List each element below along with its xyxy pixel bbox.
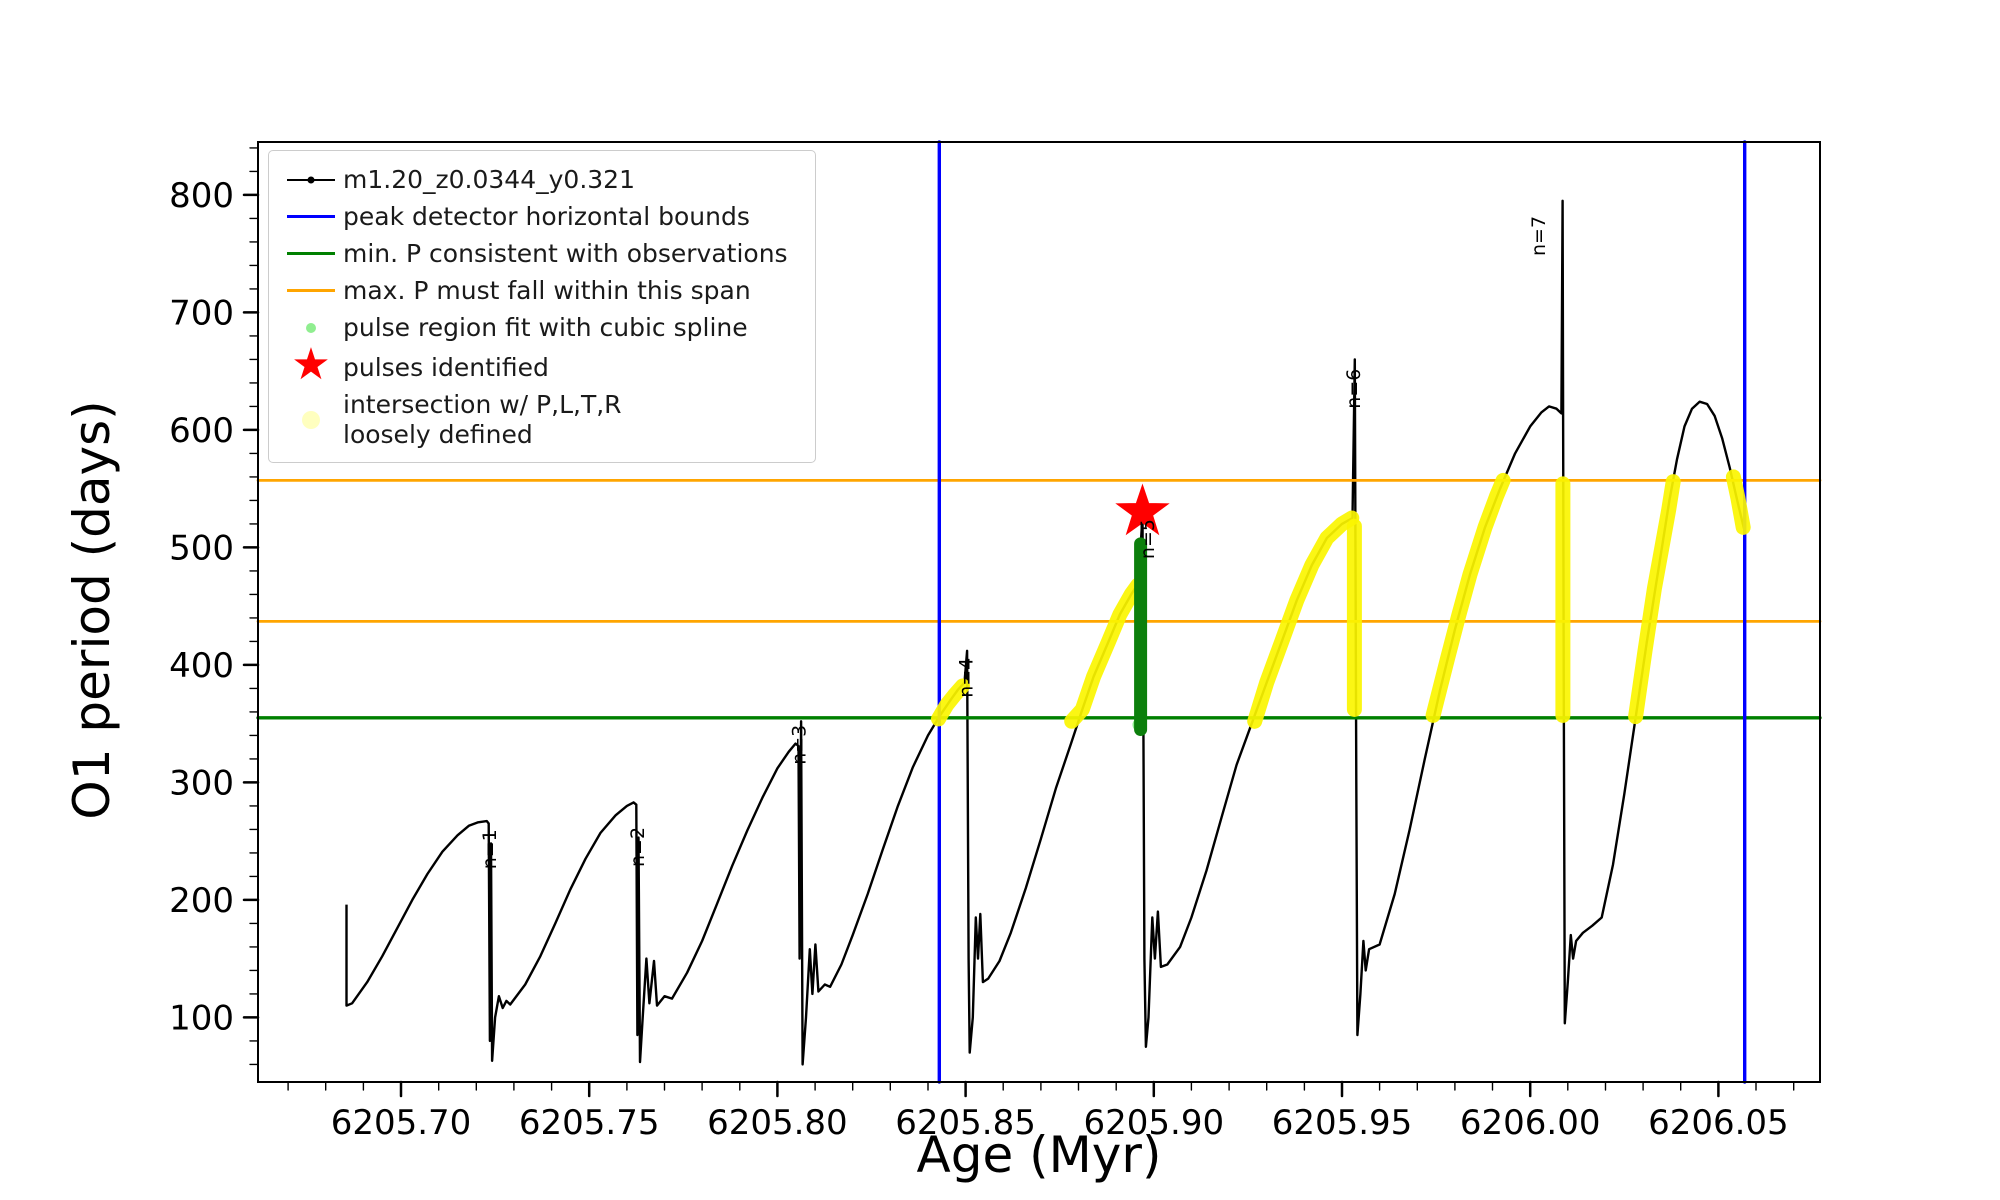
x-axis-title: Age (Myr)	[916, 1126, 1162, 1184]
y-tick-label: 500	[169, 528, 234, 568]
legend-item-peak-bounds: peak detector horizontal bounds	[279, 198, 801, 235]
plot-border	[257, 141, 1821, 1083]
x-tick-label: 6206.00	[1460, 1103, 1601, 1143]
legend-item-min-p: min. P consistent with observations	[279, 235, 801, 272]
legend-label: pulses identified	[343, 353, 549, 382]
intersection-segment	[1425, 472, 1511, 723]
y-tick-label: 600	[169, 411, 234, 451]
x-tick-label: 6205.80	[707, 1103, 848, 1143]
intersection-segment	[1725, 469, 1751, 535]
legend-item-pulse-region: pulse region fit with cubic spline	[279, 309, 801, 346]
legend-item-series: m1.20_z0.0344_y0.321	[279, 161, 801, 198]
y-tick-label: 700	[169, 293, 234, 333]
peak-label: n=1	[479, 829, 501, 869]
y-tick-label: 100	[169, 998, 234, 1038]
intersection-segment	[1247, 510, 1360, 729]
legend-label: intersection w/ P,L,T,R loosely defined	[343, 390, 622, 449]
peak-label: n=2	[627, 827, 649, 867]
peak-label: n=5	[1137, 519, 1159, 559]
series-line-sample-icon	[279, 176, 343, 183]
legend-item-pulses: ★ pulses identified	[279, 339, 801, 390]
pulse-star-icon	[1115, 483, 1170, 536]
y-tick-label: 800	[169, 176, 234, 216]
green-line-sample-icon	[279, 252, 343, 255]
intersection-segment	[1628, 474, 1681, 725]
peak-label: n=7	[1528, 216, 1550, 256]
peak-label: n=4	[955, 658, 977, 698]
intersection-segment	[931, 678, 971, 727]
main-series-line	[345, 199, 1746, 1066]
legend-label: peak detector horizontal bounds	[343, 201, 750, 231]
legend-item-intersection: intersection w/ P,L,T,R loosely defined	[279, 390, 801, 450]
blue-line-sample-icon	[279, 215, 343, 218]
intersection-segment	[1064, 577, 1146, 729]
peak-label: n=3	[789, 725, 811, 765]
peak-label: n=6	[1343, 369, 1365, 409]
y-tick-label: 200	[169, 881, 234, 921]
y-tick-label: 400	[169, 646, 234, 686]
orange-line-sample-icon	[279, 289, 343, 292]
paleyellow-dot-icon	[279, 411, 343, 429]
legend-item-max-p: max. P must fall within this span	[279, 272, 801, 309]
x-tick-label: 6206.05	[1648, 1103, 1789, 1143]
lightgreen-dot-icon	[279, 322, 343, 333]
red-star-icon: ★	[291, 339, 331, 390]
x-tick-label: 6205.90	[1083, 1103, 1224, 1143]
legend-label: pulse region fit with cubic spline	[343, 312, 748, 342]
x-tick-label: 6205.85	[895, 1103, 1036, 1143]
legend-label: max. P must fall within this span	[343, 275, 751, 305]
x-tick-label: 6205.75	[519, 1103, 660, 1143]
y-tick-label: 300	[169, 763, 234, 803]
y-axis-title: O1 period (days)	[63, 400, 121, 820]
x-tick-label: 6205.70	[331, 1103, 472, 1143]
legend-label: m1.20_z0.0344_y0.321	[343, 164, 635, 194]
legend-label: min. P consistent with observations	[343, 238, 788, 268]
x-tick-label: 6205.95	[1272, 1103, 1413, 1143]
legend: m1.20_z0.0344_y0.321 peak detector horiz…	[268, 150, 816, 463]
